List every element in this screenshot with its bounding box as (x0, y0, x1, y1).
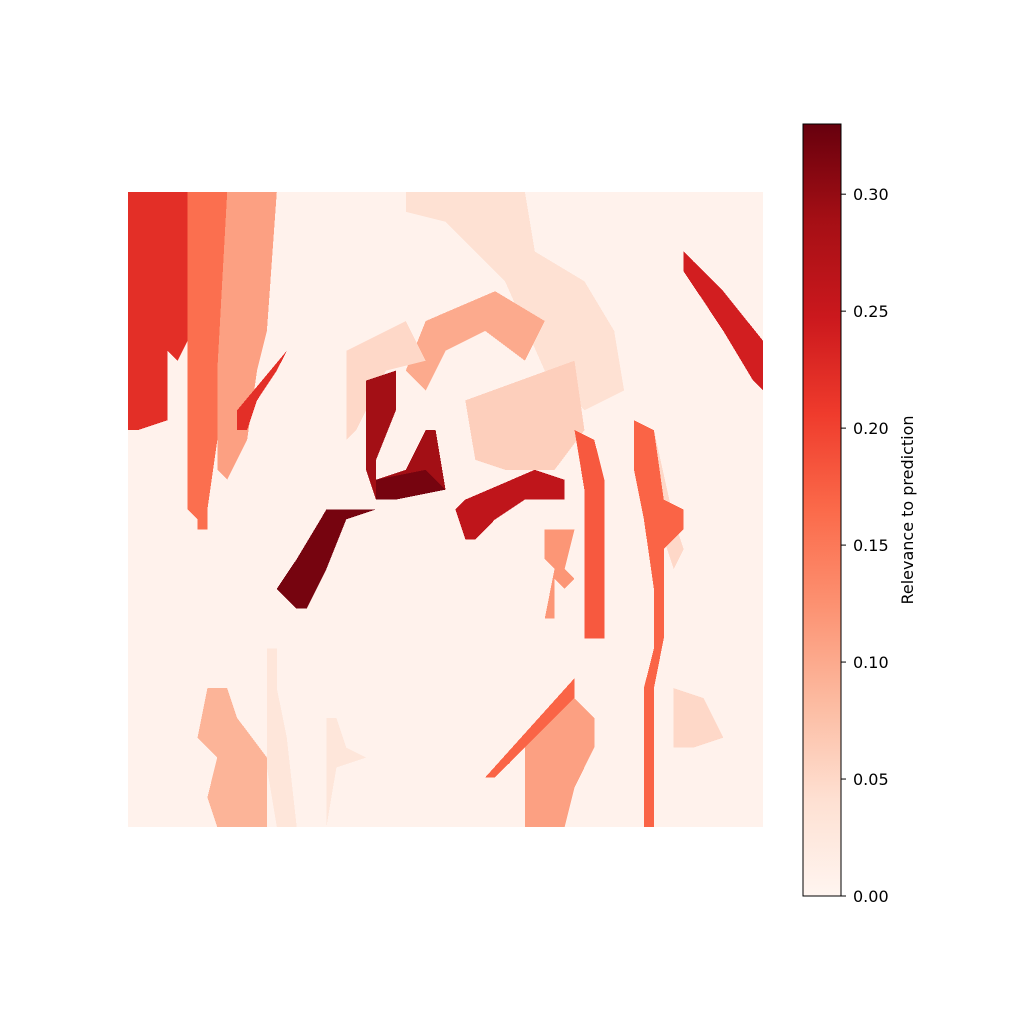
heatmap-region-15 (634, 420, 684, 827)
heatmap-region-4 (405, 192, 625, 411)
colorbar-tick-label-3: 0.15 (853, 536, 889, 555)
heatmap-region-22 (326, 717, 367, 827)
colorbar-tick-label-4: 0.20 (853, 419, 889, 438)
heatmap-region-8 (376, 469, 446, 500)
heatmap-regions (128, 192, 763, 827)
colorbar-tick-label-6: 0.30 (853, 185, 889, 204)
colorbar-tick-label-0: 0.00 (853, 887, 889, 906)
heatmap-region-13 (574, 430, 605, 639)
heatmap-region-1 (187, 192, 228, 530)
heatmap-region-19 (673, 688, 724, 748)
heatmap-region-11 (465, 360, 585, 470)
heatmap-region-21 (266, 648, 297, 827)
heatmap-region-9 (276, 509, 376, 609)
heatmap-region-2 (217, 192, 277, 480)
heatmap-region-16 (683, 251, 763, 391)
heatmap-region-18 (524, 698, 595, 827)
colorbar-gradient (802, 123, 842, 897)
heatmap-region-5 (405, 291, 545, 391)
heatmap-plot-area (128, 192, 763, 827)
heatmap-region-7 (366, 370, 446, 500)
heatmap-region-10 (455, 469, 565, 540)
colorbar-label: Relevance to prediction (898, 415, 917, 604)
heatmap-region-12 (544, 529, 575, 619)
heatmap-region-3 (237, 350, 287, 431)
colorbar-tick-label-2: 0.10 (853, 653, 889, 672)
heatmap-region-0 (128, 192, 188, 431)
heatmap-region-6 (346, 321, 426, 440)
colorbar: 0.00 0.05 0.10 0.15 0.20 0.25 0.30 Relevance t… (802, 123, 917, 906)
heatmap-region-17 (485, 678, 575, 778)
heatmap-region-20 (197, 688, 267, 827)
colorbar-tick-label-1: 0.05 (853, 770, 889, 789)
colorbar-ticks: 0.00 0.05 0.10 0.15 0.20 0.25 0.30 (841, 185, 889, 906)
colorbar-tick-label-5: 0.25 (853, 302, 889, 321)
